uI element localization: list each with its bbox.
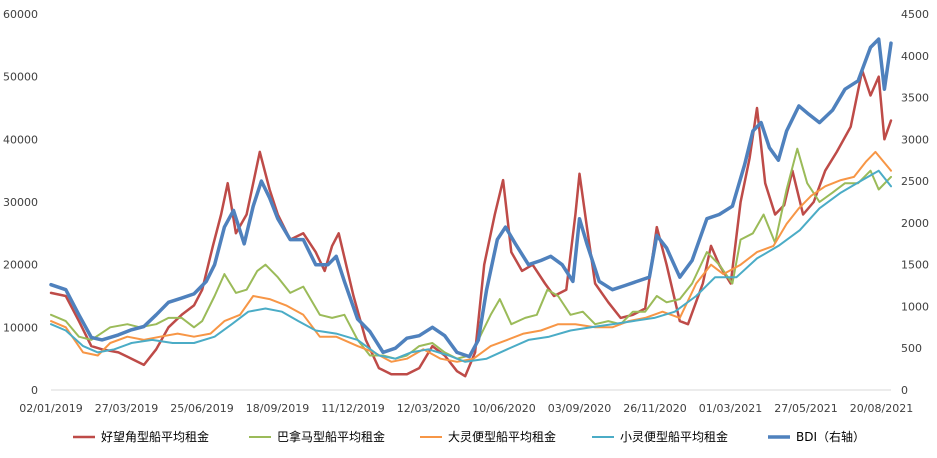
right-axis-tick-label: 2000 bbox=[901, 217, 929, 230]
right-axis-tick-label: 3500 bbox=[901, 92, 929, 105]
x-axis-tick-label: 03/09/2020 bbox=[548, 402, 611, 415]
legend-label: 巴拿马型船平均租金 bbox=[277, 429, 385, 444]
right-axis-tick-label: 1500 bbox=[901, 259, 929, 272]
left-axis-tick-label: 30000 bbox=[3, 196, 38, 209]
series-line-0 bbox=[49, 69, 893, 378]
x-axis-tick-label: 18/09/2019 bbox=[246, 402, 309, 415]
left-axis-tick-label: 40000 bbox=[3, 133, 38, 146]
x-axis-tick-label: 11/12/2019 bbox=[321, 402, 384, 415]
x-axis-tick-label: 12/03/2020 bbox=[397, 402, 460, 415]
right-axis-tick-labels: 0 500 1000 1500 2000 2500 3000 3500 4000 4500 bbox=[901, 8, 929, 397]
left-axis-tick-label: 60000 bbox=[3, 8, 38, 21]
x-axis: 02/01/2019 27/03/2019 25/06/2019 18/09/2019… bbox=[19, 389, 913, 415]
legend-label: 大灵便型船平均租金 bbox=[448, 429, 556, 444]
right-axis-tick-label: 0 bbox=[901, 384, 908, 397]
series-line-3 bbox=[50, 169, 892, 363]
legend-label: BDI（右轴） bbox=[796, 429, 865, 444]
left-axis-tick-label: 20000 bbox=[3, 259, 38, 272]
series-layer bbox=[49, 37, 893, 378]
x-axis-tick-label: 27/05/2021 bbox=[774, 402, 837, 415]
left-axis-tick-label: 10000 bbox=[3, 321, 38, 334]
legend-label: 好望角型船平均租金 bbox=[101, 429, 209, 444]
right-axis-tick-label: 500 bbox=[901, 342, 922, 355]
x-axis-tick-label: 26/11/2020 bbox=[623, 402, 686, 415]
right-axis-tick-label: 4000 bbox=[901, 50, 929, 63]
x-axis-tick-label: 10/06/2020 bbox=[472, 402, 535, 415]
right-axis-tick-label: 2500 bbox=[901, 175, 929, 188]
x-axis-tick-label: 01/03/2021 bbox=[699, 402, 762, 415]
right-axis-tick-label: 1000 bbox=[901, 300, 929, 313]
left-axis-tick-label: 50000 bbox=[3, 71, 38, 84]
series-line-1 bbox=[50, 147, 892, 360]
legend-label: 小灵便型船平均租金 bbox=[620, 429, 728, 444]
right-axis-tick-label: 4500 bbox=[901, 8, 929, 21]
x-axis-tick-label: 25/06/2019 bbox=[170, 402, 233, 415]
legend: 好望角型船平均租金 巴拿马型船平均租金 大灵便型船平均租金 小灵便型船平均租金 BDI（… bbox=[73, 429, 865, 444]
x-axis-tick-label: 20/08/2021 bbox=[850, 402, 913, 415]
left-axis-tick-label: 0 bbox=[31, 384, 38, 397]
left-axis-tick-labels: 0 10000 20000 30000 40000 50000 60000 bbox=[3, 8, 38, 397]
right-axis-tick-label: 3000 bbox=[901, 133, 929, 146]
x-axis-tick-label: 27/03/2019 bbox=[95, 402, 158, 415]
series-line-4 bbox=[49, 37, 893, 359]
x-axis-tick-label: 02/01/2019 bbox=[19, 402, 82, 415]
series-line-2 bbox=[50, 150, 892, 363]
